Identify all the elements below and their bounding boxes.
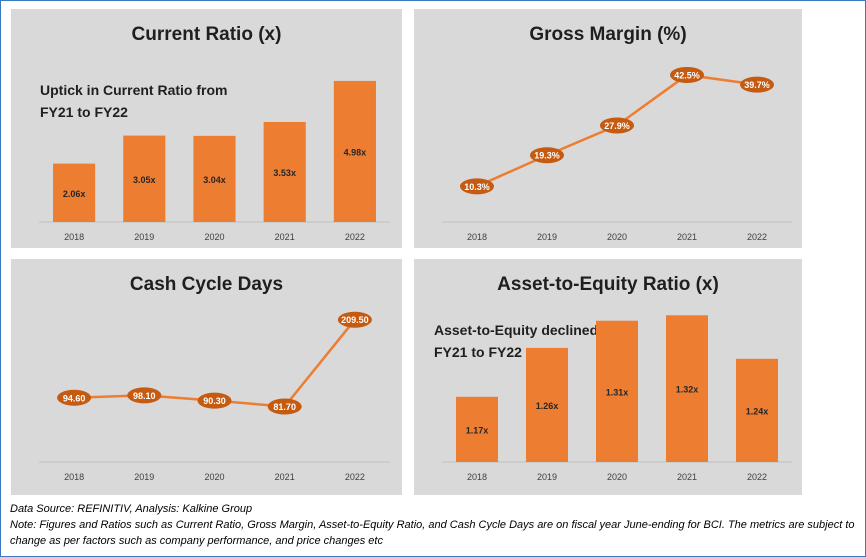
chart-title: Current Ratio (x) <box>131 24 282 45</box>
x-tick-label: 2018 <box>467 472 487 482</box>
data-point <box>530 147 564 164</box>
data-label: 1.31x <box>606 387 629 397</box>
x-tick-label: 2021 <box>275 232 295 242</box>
data-point <box>740 76 774 93</box>
current-ratio-plot: 2018 2019 2020 2021 2022 2.06x 3.05x 3.04x 3.53x… <box>39 80 390 242</box>
annotation-line: FY21 to FY22 <box>434 344 522 360</box>
x-tick-label: 2018 <box>467 232 487 242</box>
data-label: 4.98x <box>344 147 367 157</box>
chart-annotation: Uptick in Current Ratio from FY21 to FY2… <box>40 79 227 123</box>
cash-cycle-days-plot: 2018 2019 2020 2021 2022 94.60 98.10 90.30 81.70… <box>39 311 390 482</box>
chart-annotation: Asset-to-Equity declined from FY21 to FY… <box>434 319 633 363</box>
cash-cycle-days-chart: Cash Cycle Days 2018 2019 2020 2021 2022 94.6… <box>11 259 402 495</box>
asset-to-equity-plot: 2018 2019 2020 2021 2022 1.17x 1.26x 1.31x 1.32x… <box>442 315 792 482</box>
x-tick-label: 2022 <box>747 232 767 242</box>
data-label: 19.3% <box>534 151 560 161</box>
data-label: 1.32x <box>676 385 699 395</box>
bar <box>193 135 236 222</box>
bar <box>263 121 306 222</box>
data-label: 3.53x <box>273 168 296 178</box>
chart-title: Cash Cycle Days <box>129 274 284 295</box>
data-label: 1.26x <box>536 401 559 411</box>
bar <box>456 396 498 462</box>
data-point <box>600 117 634 134</box>
data-label: 94.60 <box>63 393 86 403</box>
x-tick-label: 2019 <box>537 232 557 242</box>
data-point <box>57 389 92 406</box>
data-label: 209.50 <box>341 315 369 325</box>
bar <box>123 135 166 222</box>
x-tick-label: 2020 <box>607 472 627 482</box>
x-tick-label: 2019 <box>134 232 154 242</box>
data-label: 10.3% <box>464 182 490 192</box>
x-tick-label: 2020 <box>607 232 627 242</box>
x-tick-label: 2020 <box>204 472 224 482</box>
data-point <box>670 66 704 83</box>
data-point <box>337 311 372 328</box>
bar <box>53 163 96 222</box>
data-point <box>197 392 232 409</box>
x-tick-label: 2021 <box>677 472 697 482</box>
asset-to-equity-chart: Asset-to-Equity Ratio (x) Asset-to-Equit… <box>414 259 802 495</box>
bar <box>666 315 708 462</box>
x-tick-label: 2022 <box>747 472 767 482</box>
data-point <box>267 398 302 415</box>
x-tick-label: 2018 <box>64 472 84 482</box>
data-label: 2.06x <box>63 189 86 199</box>
x-tick-label: 2020 <box>204 232 224 242</box>
bar <box>596 320 638 462</box>
x-tick-label: 2021 <box>677 232 697 242</box>
data-label: 42.5% <box>674 70 700 80</box>
x-tick-label: 2022 <box>345 232 365 242</box>
data-point <box>127 387 162 404</box>
data-label: 90.30 <box>203 396 226 406</box>
x-tick-label: 2019 <box>134 472 154 482</box>
data-label: 1.24x <box>746 406 769 416</box>
data-point <box>460 178 494 195</box>
data-label: 27.9% <box>604 121 630 131</box>
note-text-line: Note: Figures and Ratios such as Current… <box>10 519 855 531</box>
bar <box>333 80 376 223</box>
data-label: 3.05x <box>133 175 156 185</box>
data-source-text: Data Source: REFINITIV, Analysis: Kalkin… <box>10 503 253 515</box>
bar <box>736 358 778 462</box>
chart-title: Asset-to-Equity Ratio (x) <box>497 274 719 295</box>
x-tick-label: 2021 <box>275 472 295 482</box>
note-text-line: change as per factors such as company pe… <box>10 535 383 547</box>
annotation-line: Uptick in Current Ratio from <box>40 82 228 98</box>
data-label: 39.7% <box>744 80 770 90</box>
bar <box>526 347 568 462</box>
x-tick-label: 2018 <box>64 232 84 242</box>
data-label: 1.17x <box>466 425 489 435</box>
gross-margin-chart: Gross Margin (%) 2018 2019 2020 2021 2022 10.… <box>414 9 802 248</box>
chart-title: Gross Margin (%) <box>529 24 687 45</box>
x-tick-label: 2022 <box>345 472 365 482</box>
annotation-line: Asset-to-Equity declined from <box>434 322 634 338</box>
current-ratio-chart: Current Ratio (x) Uptick in Current Rati… <box>11 9 402 248</box>
data-label: 98.10 <box>133 391 156 401</box>
x-tick-label: 2019 <box>537 472 557 482</box>
annotation-line: FY21 to FY22 <box>40 104 128 120</box>
data-label: 81.70 <box>273 402 296 412</box>
gross-margin-plot: 2018 2019 2020 2021 2022 10.3% 19.3% 27.9% 42.5%… <box>442 66 792 242</box>
data-label: 3.04x <box>203 175 226 185</box>
